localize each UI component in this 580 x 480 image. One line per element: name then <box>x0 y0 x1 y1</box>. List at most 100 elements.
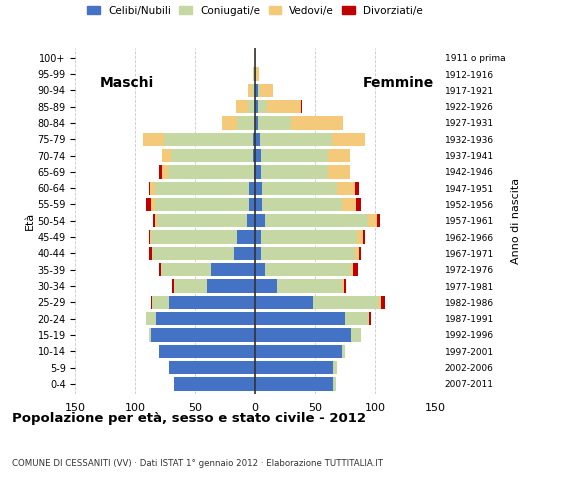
Bar <box>267 100 301 113</box>
Bar <box>255 165 261 179</box>
Bar <box>169 296 255 309</box>
Bar <box>368 214 378 228</box>
Bar <box>262 181 337 195</box>
Bar <box>249 181 255 195</box>
Bar <box>342 279 344 293</box>
Bar <box>222 116 237 130</box>
Bar <box>160 263 161 276</box>
Bar <box>328 149 350 162</box>
Bar <box>143 132 164 146</box>
Bar <box>157 214 247 228</box>
Bar <box>351 328 361 342</box>
Bar <box>356 198 361 211</box>
Bar <box>301 100 302 113</box>
Bar <box>255 67 256 81</box>
Bar <box>255 377 333 391</box>
Text: Popolazione per età, sesso e stato civile - 2012: Popolazione per età, sesso e stato civil… <box>12 412 365 425</box>
Bar <box>151 230 237 244</box>
Text: COMUNE DI CESSANITI (VV) · Dati ISTAT 1° gennaio 2012 · Elaborazione TUTTITALIA.: COMUNE DI CESSANITI (VV) · Dati ISTAT 1°… <box>12 459 383 468</box>
Bar <box>255 51 256 64</box>
Bar <box>255 132 260 146</box>
Bar <box>234 247 255 260</box>
Bar <box>162 149 171 162</box>
Bar <box>152 296 169 309</box>
Bar <box>249 198 255 211</box>
Bar <box>360 247 361 260</box>
Bar <box>255 263 265 276</box>
Bar <box>162 165 168 179</box>
Bar <box>255 361 333 374</box>
Bar <box>355 181 360 195</box>
Y-axis label: Età: Età <box>24 212 35 230</box>
Bar <box>247 214 255 228</box>
Bar <box>353 263 358 276</box>
Bar <box>261 247 355 260</box>
Bar <box>265 214 368 228</box>
Bar <box>337 181 355 195</box>
Bar <box>255 247 261 260</box>
Bar <box>255 181 262 195</box>
Bar <box>369 312 371 325</box>
Bar <box>256 67 259 81</box>
Bar <box>255 149 261 162</box>
Bar <box>255 214 265 228</box>
Bar <box>262 198 342 211</box>
Bar <box>151 198 154 211</box>
Bar <box>154 181 249 195</box>
Bar <box>236 100 248 113</box>
Bar <box>237 116 255 130</box>
Bar <box>261 149 328 162</box>
Bar <box>255 198 262 211</box>
Bar <box>313 296 379 309</box>
Bar <box>253 132 255 146</box>
Bar <box>351 263 353 276</box>
Bar <box>357 230 363 244</box>
Bar <box>255 230 261 244</box>
Bar <box>332 132 365 146</box>
Bar <box>207 279 255 293</box>
Bar <box>363 230 365 244</box>
Bar <box>146 312 155 325</box>
Bar <box>345 312 369 325</box>
Bar <box>342 198 356 211</box>
Bar <box>381 296 385 309</box>
Bar <box>148 181 150 195</box>
Bar <box>154 214 157 228</box>
Bar <box>333 377 335 391</box>
Bar <box>255 279 277 293</box>
Text: Maschi: Maschi <box>99 75 154 90</box>
Text: Femmine: Femmine <box>363 75 434 90</box>
Bar <box>255 84 258 97</box>
Bar <box>148 247 152 260</box>
Bar <box>153 214 154 228</box>
Bar <box>255 296 313 309</box>
Bar <box>169 361 255 374</box>
Bar <box>253 149 255 162</box>
Bar <box>148 328 151 342</box>
Bar <box>344 279 346 293</box>
Bar <box>150 181 154 195</box>
Legend: Celibi/Nubili, Coniugati/e, Vedovi/e, Divorziati/e: Celibi/Nubili, Coniugati/e, Vedovi/e, Di… <box>83 1 427 20</box>
Bar <box>173 377 255 391</box>
Bar <box>258 116 291 130</box>
Bar <box>355 247 360 260</box>
Bar <box>378 214 380 228</box>
Bar <box>379 296 381 309</box>
Bar <box>255 312 345 325</box>
Bar <box>248 100 255 113</box>
Bar <box>328 165 350 179</box>
Bar <box>252 84 255 97</box>
Bar <box>148 230 150 244</box>
Bar <box>255 100 258 113</box>
Bar <box>161 263 211 276</box>
Bar <box>253 67 254 81</box>
Bar <box>258 100 267 113</box>
Bar <box>277 279 342 293</box>
Bar <box>260 132 332 146</box>
Bar <box>151 328 255 342</box>
Bar <box>160 165 162 179</box>
Bar <box>172 279 173 293</box>
Y-axis label: Anno di nascita: Anno di nascita <box>511 178 521 264</box>
Bar <box>248 84 252 97</box>
Bar <box>255 345 342 358</box>
